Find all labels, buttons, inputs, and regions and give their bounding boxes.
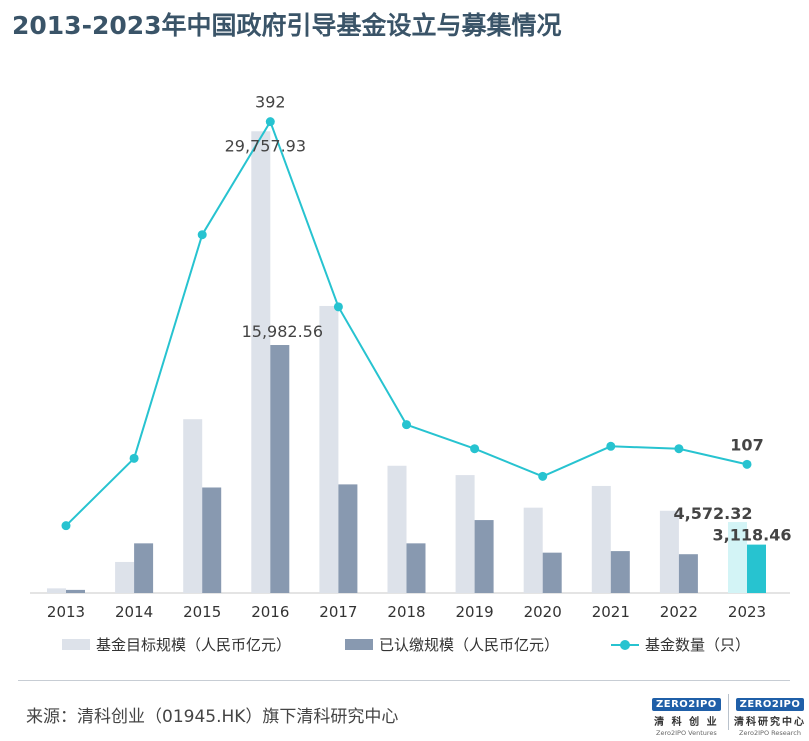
x-tick-2021: 2021	[592, 603, 630, 621]
bar-target-2017	[319, 305, 339, 593]
bar-paid-2023	[747, 544, 766, 593]
logo-cn: 清 科 创 业	[654, 717, 719, 728]
count-point-2023	[742, 459, 752, 469]
data-label-2023: 3,118.46	[713, 526, 792, 545]
bar-target-2013	[47, 588, 66, 593]
logo-separator	[728, 694, 729, 730]
logo-cn: 清科研究中心	[734, 717, 806, 728]
count-point-2016	[265, 117, 275, 127]
x-tick-2014: 2014	[115, 603, 153, 621]
zero2ipo-research-logo: ZERO2IPO 清科研究中心 Zero2IPO Research	[734, 692, 806, 737]
x-tick-2017: 2017	[319, 603, 357, 621]
count-point-2020	[538, 471, 548, 481]
bar-target-2016	[251, 131, 271, 593]
bar-target-2019	[455, 475, 475, 593]
count-point-2015	[197, 230, 207, 240]
bar-target-2021	[591, 485, 611, 593]
x-tick-2015: 2015	[183, 603, 221, 621]
bar-paid-2019	[474, 520, 494, 593]
legend-item-paid: 已认缴规模（人民币亿元）	[345, 634, 559, 655]
bar-target-2023	[728, 522, 747, 593]
count-point-2014	[129, 453, 139, 463]
data-labels: 29,757.93 15,982.56 392 4,572.32 3,118.46 107	[225, 93, 792, 545]
x-tick-labels: 2013 2014 2015 2016 2017 2018 2019 2020 2021 2022…	[47, 603, 766, 621]
bar-target-2018	[387, 465, 407, 593]
data-label-2016: 392	[255, 93, 286, 112]
target-bars	[47, 131, 747, 593]
bar-target-2014	[115, 561, 135, 593]
count-line-path	[65, 119, 748, 527]
x-tick-2020: 2020	[524, 603, 562, 621]
logo-mark: ZERO2IPO	[652, 698, 721, 711]
bar-paid-2013	[66, 589, 85, 593]
data-label-2016: 15,982.56	[242, 322, 323, 341]
count-line	[61, 117, 752, 531]
source-note: 来源：清科创业（01945.HK）旗下清科研究中心	[26, 707, 399, 727]
bar-paid-2018	[406, 543, 426, 593]
logo-en: Zero2IPO Research	[739, 729, 801, 737]
legend-swatch-paid	[345, 639, 373, 650]
legend-swatch-count	[611, 639, 639, 651]
logo-mark: ZERO2IPO	[735, 698, 805, 711]
count-point-2018	[402, 420, 411, 430]
legend-item-target: 基金目标规模（人民币亿元）	[62, 634, 291, 655]
count-point-2019	[470, 444, 480, 454]
bar-paid-2021	[610, 551, 630, 593]
legend-item-count: 基金数量（只）	[611, 634, 750, 655]
legend: 基金目标规模（人民币亿元） 已认缴规模（人民币亿元） 基金数量（只）	[0, 634, 809, 660]
legend-label-target: 基金目标规模（人民币亿元）	[96, 636, 292, 654]
legend-label-count: 基金数量（只）	[645, 636, 751, 654]
x-tick-2018: 2018	[387, 603, 425, 621]
x-tick-2019: 2019	[456, 603, 494, 621]
count-point-2013	[61, 521, 71, 531]
data-label-2023: 4,572.32	[674, 504, 753, 523]
logo-en: Zero2IPO Ventures	[656, 729, 717, 737]
paid-bars	[66, 345, 766, 593]
data-label-2016: 29,757.93	[225, 136, 306, 155]
x-tick-2022: 2022	[660, 603, 698, 621]
bar-paid-2015	[202, 487, 222, 593]
data-label-2023: 107	[730, 435, 763, 454]
x-tick-2013: 2013	[47, 603, 85, 621]
count-point-2022	[674, 444, 684, 454]
bar-target-2015	[183, 419, 203, 593]
zero2ipo-ventures-logo: ZERO2IPO 清 科 创 业 Zero2IPO Ventures	[652, 692, 721, 737]
bar-paid-2014	[134, 543, 154, 593]
bar-paid-2020	[542, 552, 562, 593]
x-tick-2016: 2016	[251, 603, 289, 621]
legend-swatch-target	[62, 639, 90, 650]
bar-paid-2022	[678, 554, 698, 593]
count-point-2017	[333, 302, 343, 312]
bar-paid-2016	[270, 345, 290, 593]
count-point-2021	[606, 441, 616, 451]
bar-target-2020	[523, 507, 543, 593]
legend-label-paid: 已认缴规模（人民币亿元）	[379, 636, 560, 654]
footer-divider	[18, 680, 790, 681]
x-tick-2023: 2023	[728, 603, 766, 621]
bar-paid-2017	[338, 484, 358, 593]
chart-title: 2013-2023年中国政府引导基金设立与募集情况	[12, 11, 562, 40]
combo-chart: 2013 2014 2015 2016 2017 2018 2019 2020 2021 2022…	[30, 93, 792, 621]
bar-target-2022	[659, 510, 679, 593]
